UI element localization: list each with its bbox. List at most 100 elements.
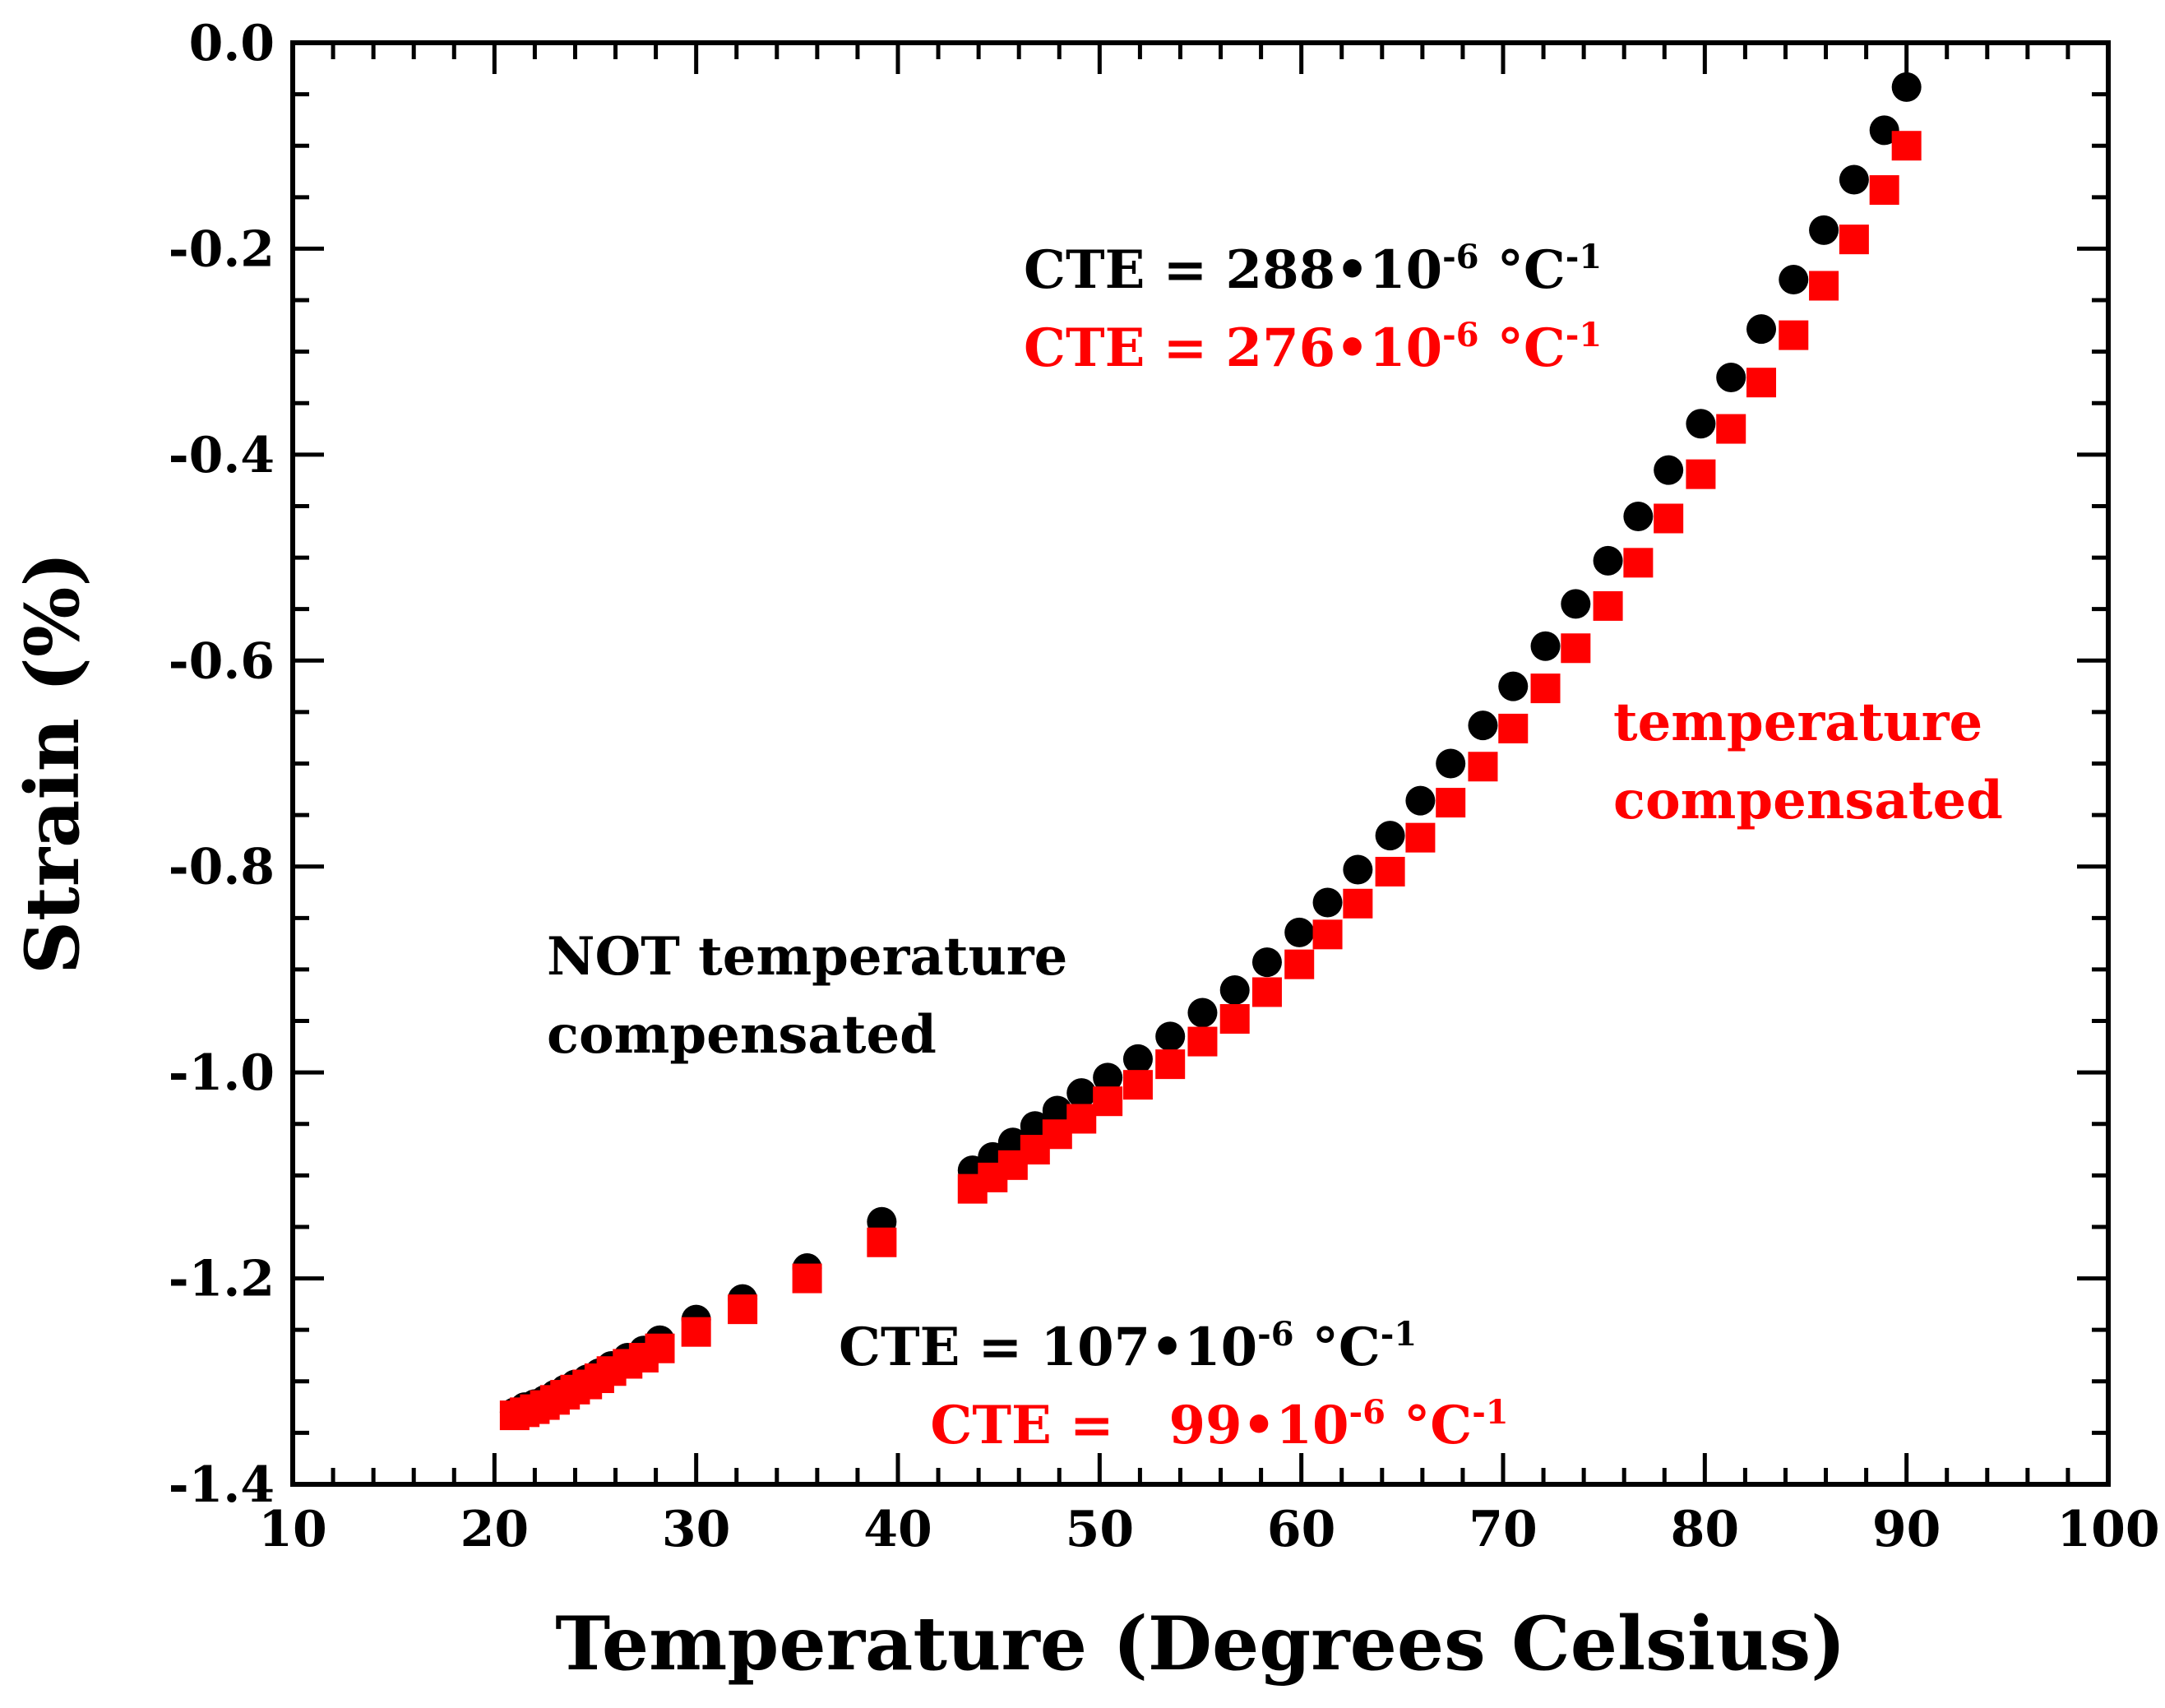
data-point-compensated bbox=[1468, 752, 1498, 782]
data-point-not-compensated bbox=[1623, 501, 1654, 531]
cte-low-red-unit: °C bbox=[1386, 1395, 1472, 1456]
y-tick-label: -0.6 bbox=[169, 632, 275, 690]
data-point-not-compensated bbox=[1312, 887, 1343, 918]
x-tick-label: 70 bbox=[1469, 1501, 1538, 1558]
data-point-compensated bbox=[1530, 673, 1561, 704]
data-point-not-compensated bbox=[1155, 1021, 1186, 1052]
data-point-compensated bbox=[1405, 822, 1436, 853]
x-tick-label: 60 bbox=[1267, 1501, 1336, 1558]
data-point-compensated bbox=[728, 1294, 758, 1325]
cte-high-red-label: CTE = 276•10-6 °C-1 bbox=[1024, 316, 1602, 379]
y-tick-label: 0.0 bbox=[189, 15, 275, 72]
y-tick-label: -0.8 bbox=[169, 839, 275, 896]
y-tick-label: -1.0 bbox=[169, 1044, 275, 1102]
data-point-not-compensated bbox=[1839, 164, 1869, 195]
data-point-compensated bbox=[1746, 368, 1777, 398]
cte-low-black-base: CTE = 107•10 bbox=[839, 1317, 1257, 1378]
y-tick-label: -0.4 bbox=[169, 427, 275, 484]
cte-low-black-unit-exp: -1 bbox=[1381, 1315, 1417, 1354]
data-point-compensated bbox=[1593, 590, 1623, 621]
cte-low-black-unit: °C bbox=[1294, 1317, 1381, 1378]
y-tick-labels: 0.0 -0.2 -0.4 -0.6 -0.8 -1.0 -1.2 -1.4 bbox=[169, 15, 275, 1514]
plot-frame bbox=[290, 40, 2111, 1487]
data-point-not-compensated bbox=[1436, 748, 1466, 779]
compensated-label-line1: temperature bbox=[1613, 692, 1982, 753]
data-point-compensated bbox=[1375, 856, 1405, 886]
compensated-label-line2: compensated bbox=[1613, 770, 2003, 831]
data-point-not-compensated bbox=[1219, 974, 1250, 1005]
x-tick-label: 10 bbox=[258, 1501, 327, 1558]
data-point-not-compensated bbox=[1593, 545, 1623, 576]
data-point-not-compensated bbox=[1375, 821, 1405, 851]
cte-high-red-base: CTE = 276•10 bbox=[1024, 317, 1442, 379]
data-point-compensated bbox=[1839, 224, 1869, 255]
data-point-not-compensated bbox=[1686, 409, 1716, 439]
cte-low-black-label: CTE = 107•10-6 °C-1 bbox=[839, 1315, 1417, 1378]
cte-high-black-unit-exp: -1 bbox=[1566, 238, 1602, 276]
data-point-not-compensated bbox=[1561, 589, 1591, 619]
data-point-not-compensated bbox=[1530, 631, 1561, 661]
cte-low-red-base: CTE = 99•10 bbox=[930, 1395, 1348, 1456]
data-point-compensated bbox=[1219, 1004, 1250, 1035]
data-point-compensated bbox=[1436, 788, 1466, 818]
data-point-compensated bbox=[1561, 633, 1591, 664]
y-tick-label: -1.2 bbox=[169, 1251, 275, 1308]
data-point-compensated bbox=[1716, 414, 1746, 444]
cte-low-red-label: CTE = 99•10-6 °C-1 bbox=[839, 1375, 1563, 1456]
data-point-compensated bbox=[1251, 977, 1282, 1007]
data-point-not-compensated bbox=[1066, 1078, 1097, 1109]
x-tick-label: 40 bbox=[863, 1501, 932, 1558]
data-point-not-compensated bbox=[1716, 362, 1746, 392]
data-point-compensated bbox=[1093, 1086, 1123, 1117]
cte-high-black-base: CTE = 288•10 bbox=[1024, 239, 1442, 301]
cte-high-black-exp: -6 bbox=[1442, 238, 1478, 276]
data-point-not-compensated bbox=[1468, 711, 1498, 741]
x-tick-label: 30 bbox=[662, 1501, 731, 1558]
x-tick-label: 90 bbox=[1872, 1501, 1941, 1558]
data-point-compensated bbox=[1122, 1070, 1153, 1100]
data-point-compensated bbox=[1654, 503, 1684, 534]
x-axis-title: Temperature (Degrees Celsius) bbox=[555, 1600, 1845, 1687]
cte-low-red-unit-exp: -1 bbox=[1472, 1393, 1508, 1432]
series-compensated bbox=[499, 131, 1922, 1431]
data-point-compensated bbox=[1066, 1104, 1097, 1134]
cte-high-black-label: CTE = 288•10-6 °C-1 bbox=[1024, 238, 1602, 301]
y-axis-title: Strain (%) bbox=[9, 552, 96, 974]
data-point-compensated bbox=[1809, 271, 1839, 301]
y-tick-label: -1.4 bbox=[169, 1456, 275, 1514]
cte-low-black-exp: -6 bbox=[1257, 1315, 1293, 1354]
data-point-compensated bbox=[645, 1333, 675, 1363]
data-point-compensated bbox=[1284, 949, 1315, 979]
data-point-not-compensated bbox=[1498, 671, 1529, 701]
data-point-compensated bbox=[1498, 713, 1529, 743]
cte-high-red-exp: -6 bbox=[1442, 316, 1478, 354]
data-point-not-compensated bbox=[1042, 1095, 1072, 1126]
data-point-compensated bbox=[1779, 320, 1809, 350]
data-point-not-compensated bbox=[1343, 854, 1373, 885]
x-tick-label: 100 bbox=[2056, 1501, 2159, 1558]
data-point-compensated bbox=[1686, 459, 1716, 489]
data-point-not-compensated bbox=[1654, 455, 1684, 485]
data-point-not-compensated bbox=[1251, 947, 1282, 978]
data-point-not-compensated bbox=[1746, 314, 1777, 345]
not-compensated-label-line1: NOT temperature bbox=[547, 926, 1067, 988]
x-tick-labels: 10 20 30 40 50 60 70 80 90 100 bbox=[258, 1501, 2159, 1558]
data-point-compensated bbox=[681, 1317, 711, 1347]
data-point-compensated bbox=[1869, 175, 1899, 206]
data-point-not-compensated bbox=[1405, 785, 1436, 816]
cte-high-red-unit: °C bbox=[1479, 317, 1566, 379]
y-tick-label: -0.2 bbox=[169, 220, 275, 278]
data-point-not-compensated bbox=[1284, 917, 1315, 947]
cte-low-red-exp: -6 bbox=[1349, 1393, 1386, 1432]
data-point-compensated bbox=[1312, 919, 1343, 950]
data-point-compensated bbox=[867, 1227, 897, 1257]
data-point-compensated bbox=[1343, 888, 1373, 919]
x-tick-label: 80 bbox=[1671, 1501, 1740, 1558]
not-compensated-label-line2: compensated bbox=[547, 1004, 937, 1066]
data-point-compensated bbox=[1187, 1026, 1218, 1057]
data-point-compensated bbox=[1891, 131, 1922, 161]
data-point-not-compensated bbox=[1093, 1062, 1123, 1093]
data-point-not-compensated bbox=[1779, 264, 1809, 294]
data-point-not-compensated bbox=[1187, 997, 1218, 1028]
